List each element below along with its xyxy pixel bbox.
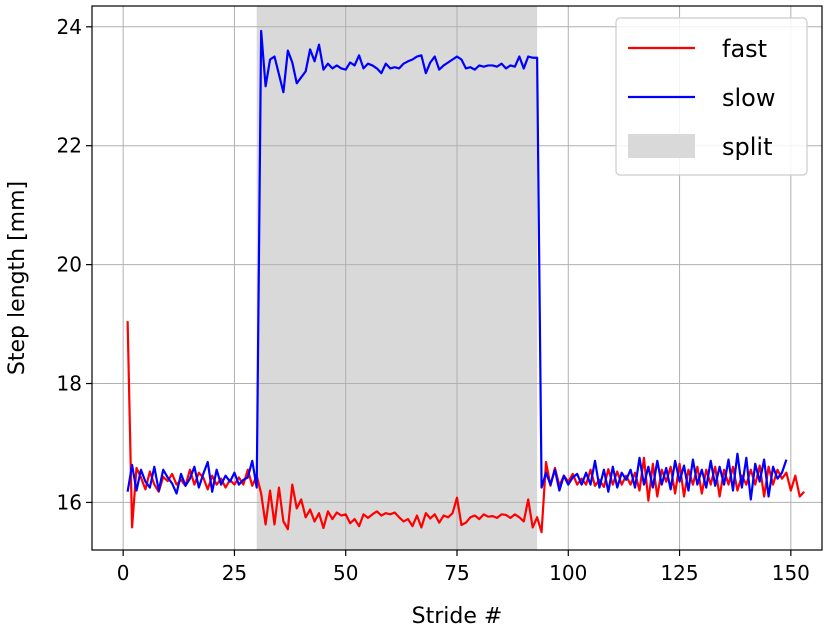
y-axis-label: Step length [mm]	[5, 181, 30, 375]
x-tick-label: 100	[549, 561, 587, 585]
y-tick-label: 16	[57, 490, 82, 514]
x-tick-label: 75	[444, 561, 469, 585]
series-line-slow	[126, 29, 788, 501]
x-tick-label: 25	[222, 561, 247, 585]
y-tick-label: 20	[57, 253, 82, 277]
data-series	[126, 29, 806, 534]
legend: fast slow split	[615, 17, 808, 176]
x-tick-label: 150	[772, 561, 810, 585]
axis-ticks: 0 25 50 75 100 125 150 16 18 20 22 24	[57, 15, 810, 585]
series-line-fast	[126, 321, 806, 534]
x-tick-label: 50	[333, 561, 358, 585]
x-tick-label: 0	[117, 561, 130, 585]
x-tick-label: 125	[660, 561, 698, 585]
legend-label-slow: slow	[722, 84, 775, 112]
y-tick-label: 18	[57, 372, 82, 396]
y-tick-label: 24	[57, 15, 82, 39]
y-tick-label: 22	[57, 134, 82, 158]
x-axis-label: Stride #	[412, 604, 503, 629]
split-region-layer	[256, 6, 538, 550]
legend-swatch-split	[628, 134, 695, 158]
legend-label-fast: fast	[722, 35, 767, 63]
split-region	[256, 6, 538, 550]
legend-label-split: split	[722, 133, 772, 161]
